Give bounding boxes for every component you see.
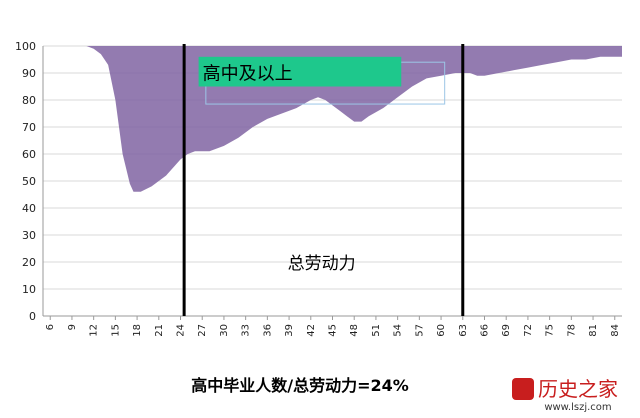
x-tick-label: 15 [110,324,121,337]
x-tick-label: 33 [241,324,252,337]
area-label-text: 总劳动力 [288,254,356,274]
y-tick-label: 10 [22,283,36,296]
x-tick-label: 39 [284,324,295,337]
x-tick-label: 75 [545,324,556,337]
x-tick-label: 36 [262,324,273,337]
x-tick-label: 27 [197,324,208,337]
watermark-brand: 历史之家 [538,377,618,401]
x-tick-label: 51 [371,324,382,337]
x-tick-label: 18 [132,324,143,337]
x-tick-label: 48 [349,324,360,337]
x-tick-label: 60 [436,324,447,337]
y-tick-label: 100 [15,40,36,53]
x-tick-label: 66 [479,324,490,337]
x-tick-label: 9 [67,324,78,330]
x-tick-label: 57 [414,324,425,337]
watermark-url: www.lszj.com [544,402,611,413]
x-tick-label: 42 [306,324,317,337]
vertical-divider-lines [182,44,465,316]
y-tick-label: 90 [22,67,36,80]
y-tick-label: 0 [29,310,36,323]
y-tick-label: 40 [22,202,36,215]
x-tick-label: 84 [610,324,621,337]
y-tick-label: 30 [22,229,36,242]
watermark-logo: 历史之家 www.lszj.com [512,377,618,413]
x-tick-label: 30 [219,324,230,337]
x-tick-label: 63 [458,324,469,337]
x-tick-label: 81 [588,324,599,337]
y-tick-label: 20 [22,256,36,269]
area-series-group [43,46,622,192]
highlight-label-box [198,56,402,87]
x-tick-label: 45 [328,324,339,337]
x-tick-label: 21 [154,324,165,337]
y-tick-labels: 0 10 20 30 40 50 60 70 80 90 100 [15,40,36,323]
y-tick-label: 80 [22,94,36,107]
x-tick-labels: 6 9 12 15 18 21 24 27 30 33 36 39 42 45 48 51 54 57 60 63 66… [45,324,621,337]
x-tick-label: 78 [566,324,577,337]
x-tick-label: 6 [45,324,56,330]
axes [42,46,622,320]
y-tick-label: 70 [22,121,36,134]
y-tick-label: 60 [22,148,36,161]
chart-caption: 高中毕业人数/总劳动力=24% [191,376,409,395]
x-tick-label: 24 [176,324,187,337]
watermark-emblem [512,378,534,400]
x-tick-label: 72 [523,324,534,337]
area-series [43,46,622,192]
x-tick-label: 12 [89,324,100,337]
x-tick-label: 54 [393,324,404,337]
y-tick-label: 50 [22,175,36,188]
highlight-label-text: 高中及以上 [203,64,293,85]
x-tick-label: 69 [501,324,512,337]
